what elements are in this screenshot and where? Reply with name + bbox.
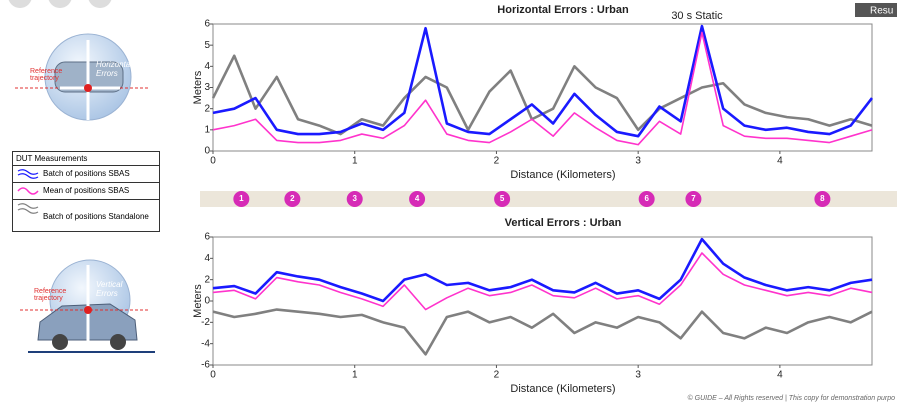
marker-label: 2 xyxy=(290,194,295,203)
y-tick-label: 3 xyxy=(204,82,210,93)
x-axis-label: Distance (Kilometers) xyxy=(510,383,615,395)
x-tick-label: 3 xyxy=(635,370,641,381)
footer: © GUIDE – All Rights reserved | This cop… xyxy=(688,394,896,402)
plot-area xyxy=(213,237,872,365)
button-label[interactable]: Resu xyxy=(870,6,893,17)
decor xyxy=(88,0,112,8)
diagram-label: Reference trajectory xyxy=(30,68,70,82)
decor xyxy=(48,0,72,8)
marker-label: 8 xyxy=(820,194,825,203)
legend-item: Mean of positions SBAS xyxy=(13,183,159,200)
decor xyxy=(8,0,32,8)
y-axis-label: Meters xyxy=(192,70,204,104)
legend-item: Batch of positions Standalone xyxy=(13,200,159,234)
diagram-label: Vertical Errors xyxy=(96,280,130,298)
legend-label: Mean of positions SBAS xyxy=(43,187,129,195)
legend-swatch xyxy=(17,185,39,197)
x-tick-label: 0 xyxy=(210,156,216,167)
y-tick-label: -6 xyxy=(201,360,210,371)
y-tick-label: 6 xyxy=(204,19,210,30)
x-tick-label: 2 xyxy=(494,156,500,167)
marker-label: 3 xyxy=(352,194,357,203)
marker-label: 6 xyxy=(644,194,649,203)
chart-title: Vertical Errors : Urban xyxy=(505,217,622,229)
legend: DUT Measurements Batch of positions SBAS… xyxy=(12,151,160,232)
y-tick-label: -2 xyxy=(201,317,210,328)
legend-swatch xyxy=(17,202,39,216)
legend-swatch xyxy=(17,168,39,180)
x-tick-label: 4 xyxy=(777,156,783,167)
legend-title: DUT Measurements xyxy=(13,152,159,166)
marker-label: 5 xyxy=(500,194,505,203)
diagram-label: Horizontal Errors xyxy=(96,60,136,78)
marker-label: 7 xyxy=(691,194,696,203)
y-tick-label: 0 xyxy=(204,296,210,307)
screen: Resu 30 s Static © GUIDE – All Rights re… xyxy=(0,0,897,411)
marker-label: 1 xyxy=(239,194,244,203)
y-tick-label: 4 xyxy=(204,253,210,264)
marker-label: 4 xyxy=(415,194,420,203)
y-tick-label: 2 xyxy=(204,274,210,285)
marker-strip xyxy=(200,191,897,207)
vertical-diagram xyxy=(20,260,155,352)
y-tick-label: 1 xyxy=(204,124,210,135)
legend-item: Batch of positions SBAS xyxy=(13,166,159,183)
y-tick-label: -4 xyxy=(201,338,210,349)
x-tick-label: 3 xyxy=(635,156,641,167)
y-tick-label: 6 xyxy=(204,232,210,243)
x-tick-label: 2 xyxy=(494,370,500,381)
x-tick-label: 4 xyxy=(777,370,783,381)
x-tick-label: 1 xyxy=(352,156,358,167)
legend-label: Batch of positions SBAS xyxy=(43,170,130,178)
legend-label: Batch of positions Standalone xyxy=(43,213,149,221)
diagram-label: Reference trajectory xyxy=(34,288,74,302)
chart-title: Horizontal Errors : Urban xyxy=(497,4,629,16)
y-tick-label: 5 xyxy=(204,40,210,51)
x-axis-label: Distance (Kilometers) xyxy=(510,169,615,181)
y-tick-label: 4 xyxy=(204,61,210,72)
annotation: 30 s Static xyxy=(671,10,723,22)
y-axis-label: Meters xyxy=(192,284,204,318)
x-tick-label: 1 xyxy=(352,370,358,381)
x-tick-label: 0 xyxy=(210,370,216,381)
y-tick-label: 2 xyxy=(204,103,210,114)
plot-area xyxy=(213,24,872,151)
